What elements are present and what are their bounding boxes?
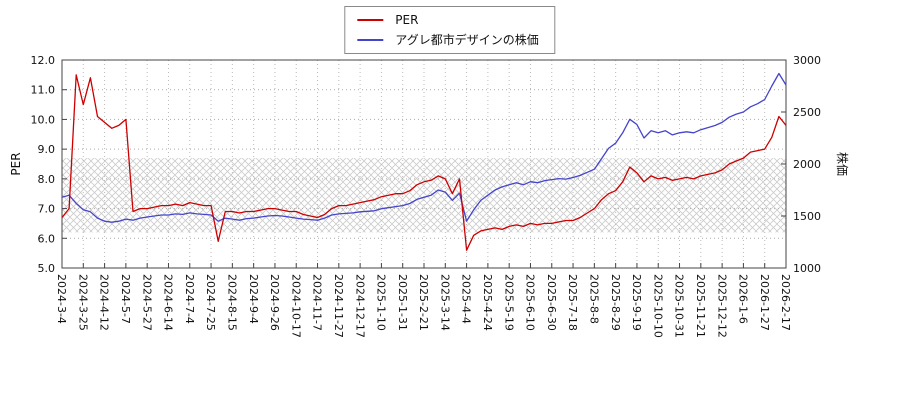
x-tick-label: 2025-9-19 [630,274,643,331]
x-tick-label: 2026-1-6 [737,274,750,324]
left-tick-label: 10.0 [31,113,56,126]
right-tick-label: 2500 [793,106,821,119]
x-tick-label: 2024-4-12 [98,274,111,331]
right-tick-label: 1500 [793,210,821,223]
x-tick-label: 2025-8-8 [588,274,601,324]
right-tick-label: 2000 [793,158,821,171]
price-line-swatch [357,39,384,41]
left-tick-label: 7.0 [38,203,56,216]
legend-item-price: アグレ都市デザインの株価 [357,33,539,47]
x-tick-label: 2024-5-27 [140,274,153,331]
x-tick-label: 2025-4-4 [460,274,473,324]
x-tick-label: 2024-10-17 [289,274,302,338]
x-tick-label: 2024-3-25 [76,274,89,331]
x-tick-label: 2025-7-18 [566,274,579,331]
x-tick-label: 2024-7-25 [204,274,217,331]
legend-item-per: PER [357,13,538,27]
x-tick-label: 2025-1-31 [396,274,409,331]
x-tick-label: 2025-4-24 [481,274,494,331]
x-tick-label: 2024-6-14 [162,274,175,331]
x-tick-label: 2025-11-21 [694,274,707,338]
x-tick-label: 2025-12-12 [715,274,728,338]
stock-price-series-line [61,72,787,223]
left-tick-label: 8.0 [38,173,56,186]
x-tick-label: 2024-3-4 [55,274,68,324]
x-tick-label: 2025-6-10 [524,274,537,331]
per-series-line [61,74,787,251]
x-tick-label: 2024-8-15 [226,274,239,331]
x-tick-label: 2024-11-7 [311,274,324,331]
chart-legend: PER アグレ都市デザインの株価 [344,6,556,54]
per-range-band [62,158,786,233]
left-tick-label: 12.0 [31,54,56,67]
left-tick-label: 11.0 [31,84,56,97]
x-tick-label: 2024-9-26 [268,274,281,331]
x-tick-label: 2024-7-4 [183,274,196,324]
right-tick-label: 1000 [793,262,821,275]
legend-label-price: アグレ都市デザインの株価 [395,33,539,47]
left-tick-label: 9.0 [38,143,56,156]
x-tick-label: 2025-6-30 [545,274,558,331]
x-tick-label: 2026-2-17 [779,274,792,331]
x-tick-label: 2026-1-27 [758,274,771,331]
left-axis-title: PER [9,152,23,175]
x-tick-label: 2024-9-4 [247,274,260,324]
x-tick-label: 2025-5-19 [502,274,515,331]
left-tick-label: 6.0 [38,232,56,245]
x-tick-label: 2025-2-21 [417,274,430,331]
x-tick-label: 2024-12-17 [353,274,366,338]
x-tick-label: 2025-1-10 [375,274,388,331]
x-tick-label: 2025-10-31 [673,274,686,338]
left-tick-label: 5.0 [38,262,56,275]
right-tick-label: 3000 [793,54,821,67]
x-tick-label: 2025-10-10 [651,274,664,338]
x-tick-label: 2025-3-14 [438,274,451,331]
legend-label-per: PER [395,13,419,27]
per-line-swatch [357,19,384,21]
x-tick-label: 2024-11-27 [332,274,345,338]
x-tick-label: 2024-5-7 [119,274,132,324]
right-axis-title: 株価 [835,152,850,176]
x-tick-label: 2025-8-29 [609,274,622,331]
